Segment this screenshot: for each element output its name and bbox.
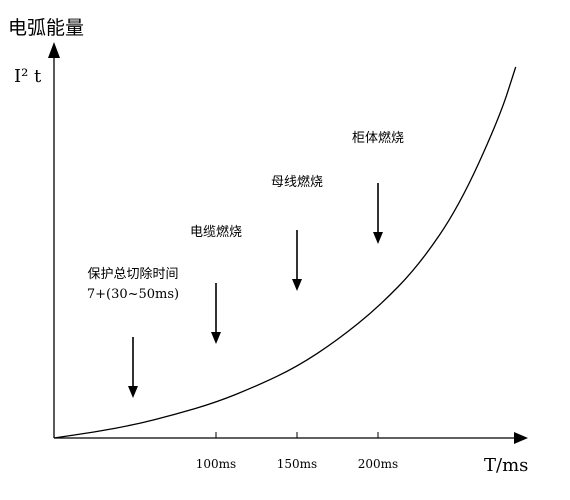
x-axis-arrow	[514, 432, 528, 444]
x-tick-label: 200ms	[358, 457, 398, 471]
annotation-label-busbar-burning: 母线燃烧	[271, 174, 323, 190]
annotation-arrow-head	[373, 232, 383, 244]
chart-title: 电弧能量	[8, 17, 84, 39]
y-axis-arrow	[48, 42, 60, 58]
y-axis-label: I² t	[14, 66, 42, 87]
annotation-label-protection-clearing: 7+(30~50ms)	[87, 287, 179, 302]
x-tick-label: 150ms	[277, 457, 317, 471]
x-axis-label: T/ms	[484, 455, 528, 476]
arc-energy-curve	[53, 66, 517, 439]
x-tick-label: 100ms	[196, 457, 236, 471]
axes	[48, 42, 528, 444]
annotation-arrow-head	[211, 332, 221, 344]
annotation-label-cable-burning: 电缆燃烧	[190, 224, 242, 240]
annotation-label-protection-clearing: 保护总切除时间	[87, 267, 178, 282]
annotation-arrow-head	[292, 279, 302, 291]
annotations: 保护总切除时间 7+(30~50ms) 电缆燃烧 母线燃烧 柜体燃烧	[87, 130, 404, 398]
x-ticks: 100ms 150ms 200ms	[196, 432, 398, 471]
curve-group	[53, 66, 517, 439]
annotation-label-cabinet-burning: 柜体燃烧	[352, 130, 404, 146]
annotation-arrow-head	[128, 386, 138, 398]
